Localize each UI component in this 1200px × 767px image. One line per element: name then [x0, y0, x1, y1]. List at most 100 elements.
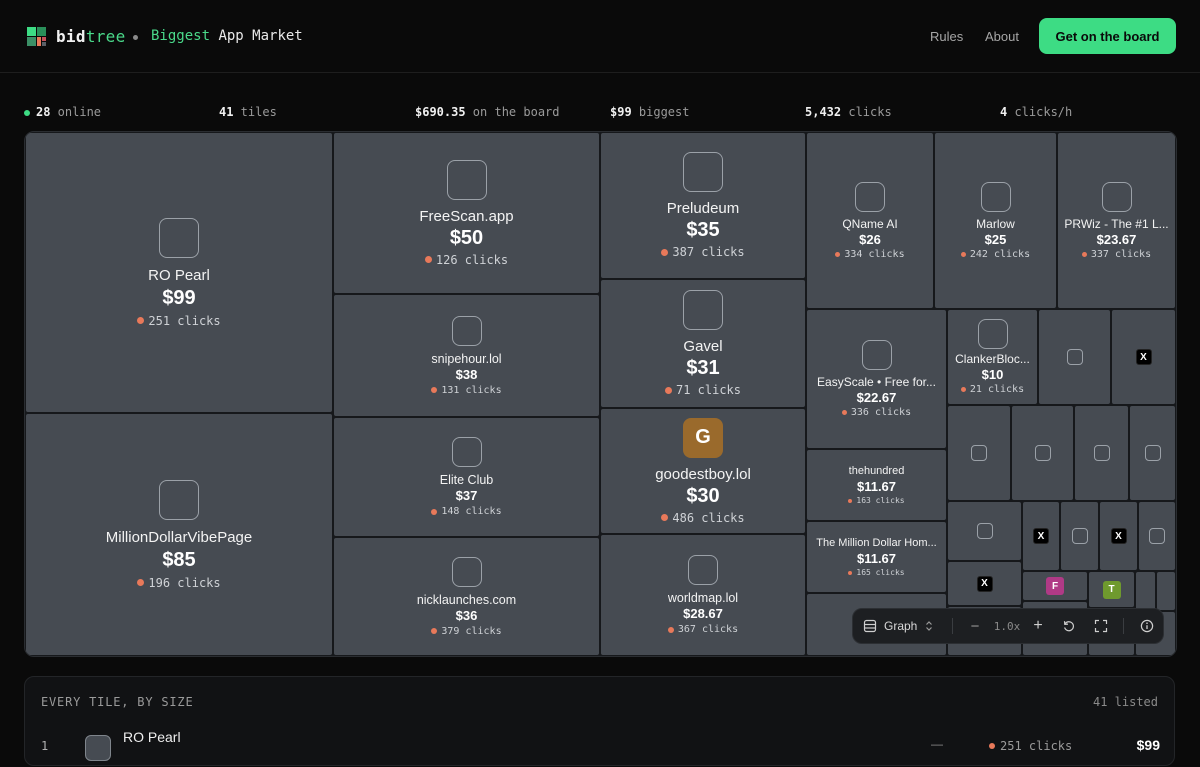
- app-icon: [1066, 349, 1083, 365]
- tile-name: PRWiz - The #1 L...: [1064, 216, 1169, 231]
- tile-name: worldmap.lol: [667, 591, 739, 605]
- tile[interactable]: PRWiz - The #1 L... $23.67 337 clicks: [1058, 133, 1175, 308]
- tile[interactable]: [1061, 502, 1098, 570]
- bidtree-logo-icon[interactable]: [27, 27, 46, 46]
- app-icon: [861, 340, 892, 370]
- tile[interactable]: ClankerBloc... $10 21 clicks: [948, 310, 1037, 404]
- clicks-dot-icon: [424, 256, 432, 263]
- tile[interactable]: RO Pearl $99 251 clicks: [26, 133, 332, 412]
- tile[interactable]: [1157, 572, 1175, 610]
- tile[interactable]: MillionDollarVibePage $85 196 clicks: [26, 414, 332, 655]
- clicks-dot-icon: [137, 579, 145, 586]
- list-dash: —: [931, 737, 943, 751]
- tile[interactable]: [1039, 310, 1110, 404]
- tile-clicks: 336 clicks: [841, 407, 911, 418]
- zoom-level: 1.0x: [993, 619, 1021, 633]
- tile[interactable]: EasyScale • Free for... $22.67 336 click…: [807, 310, 946, 448]
- tile[interactable]: FreeScan.app $50 126 clicks: [334, 133, 599, 293]
- listing-count: 41 listed: [1092, 695, 1158, 709]
- tile-price: $50: [449, 226, 484, 249]
- stat-biggest: $99 biggest: [610, 105, 690, 119]
- info-icon: [1140, 619, 1154, 633]
- app-icon: [446, 159, 487, 200]
- divider: [1123, 618, 1124, 634]
- tile-price: $23.67: [1096, 231, 1137, 247]
- tile[interactable]: QName AI $26 334 clicks: [807, 133, 933, 308]
- tile[interactable]: T: [1089, 572, 1134, 607]
- clicks-dot-icon: [661, 248, 669, 256]
- letter-g-icon: G: [683, 417, 723, 458]
- x-logo-icon: X: [1033, 528, 1049, 544]
- clicks-dot-icon: [137, 317, 145, 324]
- list-clicks: 251 clicks: [989, 739, 1072, 753]
- tile-board: RO Pearl $99 251 clicks MillionDollarVib…: [24, 131, 1177, 657]
- x-logo-icon: X: [976, 575, 993, 592]
- app-icon: [159, 217, 199, 258]
- app-icon: [976, 523, 993, 539]
- tile[interactable]: [948, 502, 1021, 560]
- tile-clicks: 165 clicks: [848, 568, 905, 577]
- tile-clicks: 148 clicks: [431, 506, 502, 517]
- app-icon: [451, 315, 482, 346]
- list-item[interactable]: 1 RO Pearl — 251 clicks $99: [25, 727, 1176, 767]
- tile[interactable]: [948, 406, 1010, 500]
- tile[interactable]: Elite Club $37 148 clicks: [334, 418, 599, 536]
- tile-price: $36: [455, 607, 478, 623]
- tile-price: $99: [162, 286, 196, 309]
- app-icon: [85, 735, 111, 761]
- letter-t-icon: T: [1102, 580, 1121, 599]
- tile-price: $25: [984, 231, 1007, 247]
- tile[interactable]: snipehour.lol $38 131 clicks: [334, 295, 599, 416]
- nav-about-link[interactable]: About: [985, 29, 1019, 44]
- tile[interactable]: X: [948, 562, 1021, 605]
- tile-price: $22.67: [856, 390, 897, 405]
- tile-price: $35: [686, 219, 720, 241]
- tile-name: EasyScale • Free for...: [817, 375, 936, 389]
- tile[interactable]: G goodestboy.lol $30 486 clicks: [601, 409, 805, 533]
- tile-name: Marlow: [976, 216, 1015, 231]
- tile[interactable]: X: [1112, 310, 1175, 404]
- tile[interactable]: F: [1023, 572, 1087, 600]
- tile-price: $11.67: [856, 551, 897, 566]
- layers-icon: [863, 619, 877, 633]
- tile[interactable]: thehundred $11.67 163 clicks: [807, 450, 946, 520]
- tile[interactable]: Preludeum $35 387 clicks: [601, 133, 805, 278]
- zoom-out-button[interactable]: −: [970, 617, 980, 635]
- tile-clicks: 21 clicks: [960, 384, 1024, 395]
- app-icon: [1144, 445, 1161, 461]
- brand-name[interactable]: bidtree: [56, 27, 126, 46]
- clicks-dot-icon: [431, 508, 438, 515]
- tile[interactable]: X: [1023, 502, 1059, 570]
- app-icon: [971, 445, 987, 461]
- get-on-board-button[interactable]: Get on the board: [1039, 18, 1176, 54]
- list-price: $99: [1136, 737, 1160, 753]
- tile[interactable]: Marlow $25 242 clicks: [935, 133, 1056, 308]
- tile[interactable]: X: [1100, 502, 1137, 570]
- fullscreen-button[interactable]: [1091, 609, 1111, 643]
- info-button[interactable]: [1137, 609, 1157, 643]
- tile-clicks: 337 clicks: [1081, 249, 1151, 260]
- tile[interactable]: [1075, 406, 1128, 500]
- chevron-up-down-icon: [926, 621, 933, 631]
- view-mode-select[interactable]: Graph: [863, 609, 947, 643]
- zoom-in-button[interactable]: +: [1033, 617, 1043, 634]
- tile-clicks: 163 clicks: [848, 496, 905, 505]
- stats-bar: 28 online 41 tiles $690.35 on the board …: [0, 104, 1200, 122]
- tile[interactable]: [1136, 572, 1155, 610]
- brand-part-bid: bid: [56, 27, 86, 46]
- tile[interactable]: [1139, 502, 1175, 570]
- tile[interactable]: worldmap.lol $28.67 367 clicks: [601, 535, 805, 655]
- x-logo-icon: X: [1110, 528, 1127, 544]
- reset-view-button[interactable]: [1059, 609, 1079, 643]
- tile[interactable]: [1012, 406, 1073, 500]
- tile[interactable]: nicklaunches.com $36 379 clicks: [334, 538, 599, 655]
- tile[interactable]: The Million Dollar Hom... $11.67 165 cli…: [807, 522, 946, 592]
- nav-rules-link[interactable]: Rules: [930, 29, 964, 44]
- top-header: bidtree Biggest App Market Rules About G…: [0, 0, 1200, 73]
- tile[interactable]: [1130, 406, 1175, 500]
- tile-price: $11.67: [856, 479, 897, 494]
- separator-dot: [133, 35, 138, 40]
- clicks-dot-icon: [989, 743, 995, 749]
- tile[interactable]: Gavel $31 71 clicks: [601, 280, 805, 407]
- clicks-dot-icon: [835, 251, 841, 257]
